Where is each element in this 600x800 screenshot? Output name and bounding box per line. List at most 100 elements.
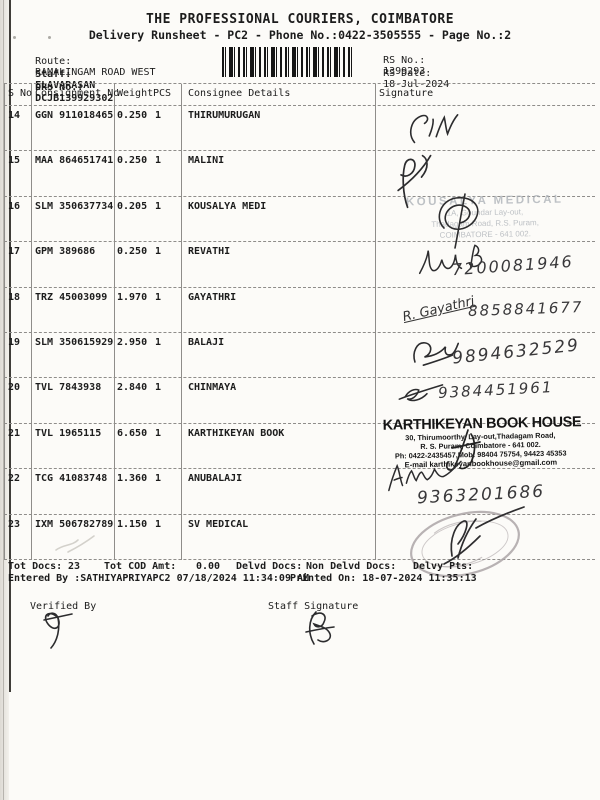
cell-weight: 1.970 bbox=[117, 291, 148, 303]
tot-cod-value: 0.00 bbox=[196, 561, 221, 572]
cell-weight: 0.250 bbox=[117, 110, 148, 121]
rs-date-value: 18-Jul-2024 bbox=[383, 79, 450, 90]
company-title: THE PROFESSIONAL COURIERS, COIMBATORE bbox=[145, 12, 455, 27]
consignment-table: S No Consignment No Weight PCS Consignee… bbox=[4, 83, 595, 560]
cell-consignee: GAYATHRI bbox=[188, 291, 237, 303]
cell-consignee: KOUSALYA MEDI bbox=[188, 200, 267, 212]
rs-no-label: RS No.: bbox=[383, 55, 426, 66]
verified-by-signature bbox=[36, 606, 76, 651]
table-row: 16 SLM 350637734 0.205 1 KOUSALYA MEDI bbox=[4, 197, 595, 243]
cell-weight: 0.205 bbox=[117, 200, 148, 212]
cell-s-no: 17 bbox=[8, 246, 21, 258]
rs-no-value: 1399293 bbox=[383, 66, 426, 77]
drs-value: DCJB139929302 bbox=[35, 93, 114, 104]
table-row: 14 GGN 911018465 0.250 1 THIRUMURUGAN bbox=[4, 106, 595, 152]
table-border bbox=[4, 84, 5, 560]
cell-weight: 0.250 bbox=[117, 246, 148, 258]
table-row: 19 SLM 350615929 2.950 1 BALAJI bbox=[4, 333, 595, 379]
cell-pcs: 1 bbox=[155, 200, 162, 212]
oval-seal-stamp bbox=[404, 506, 526, 582]
cell-weight: 0.250 bbox=[117, 155, 148, 167]
cell-weight: 2.950 bbox=[117, 336, 148, 348]
scan-edge-line bbox=[9, 0, 11, 692]
rs-barcode bbox=[222, 47, 352, 77]
col-header-consignment-no: Consignment No bbox=[35, 88, 120, 99]
cell-consignee: THIRUMURUGAN bbox=[188, 110, 261, 121]
cell-consignment-no: IXM 506782789 bbox=[35, 518, 114, 530]
signature-scribble-row16 bbox=[424, 188, 494, 252]
cell-consignee: MALINI bbox=[188, 155, 225, 167]
delvd-docs-label: Delvd Docs: bbox=[236, 561, 303, 572]
col-header-signature: Signature bbox=[379, 88, 434, 99]
drs-label: DRS No.: bbox=[35, 82, 84, 93]
cell-s-no: 16 bbox=[8, 200, 21, 212]
signature-scribble-row14 bbox=[400, 105, 460, 153]
cell-s-no: 18 bbox=[8, 291, 21, 303]
table-row: 21 TVL 1965115 6.650 1 KARTHIKEYAN BOOK bbox=[4, 424, 595, 470]
col-header-s-no: S No bbox=[8, 88, 33, 99]
cell-weight: 2.840 bbox=[117, 382, 148, 394]
tot-docs-label: Tot Docs: bbox=[8, 561, 63, 572]
staff-value: ELAVARASAN bbox=[35, 80, 96, 91]
table-row: 18 TRZ 45003099 1.970 1 GAYATHRI bbox=[4, 288, 595, 333]
signature-scribble-row22 bbox=[383, 457, 465, 496]
cell-pcs: 1 bbox=[155, 518, 162, 530]
signature-scribble-row19 bbox=[406, 333, 461, 370]
cell-consignment-no: SLM 350615929 bbox=[35, 336, 114, 348]
cell-pcs: 1 bbox=[155, 427, 162, 439]
cell-s-no: 19 bbox=[8, 336, 21, 348]
tot-docs-value: 23 bbox=[68, 561, 81, 572]
table-border bbox=[375, 84, 376, 560]
cell-weight: 1.150 bbox=[117, 518, 148, 530]
cell-consignment-no: SLM 350637734 bbox=[35, 200, 114, 212]
cell-s-no: 21 bbox=[8, 427, 21, 439]
scan-speck bbox=[13, 36, 16, 39]
cell-consignee: KARTHIKEYAN BOOK bbox=[188, 427, 285, 439]
tot-cod-label: Tot COD Amt: bbox=[104, 561, 177, 572]
scan-speck bbox=[48, 36, 51, 39]
cell-consignment-no: TVL 1965115 bbox=[35, 427, 102, 439]
cell-pcs: 1 bbox=[155, 110, 162, 121]
table-row: 23 IXM 506782789 1.150 1 SV MEDICAL bbox=[4, 515, 595, 560]
entered-by-text: Entered By :SATHIYAPRIYAPC2 07/18/2024 1… bbox=[8, 573, 310, 584]
cell-weight: 6.650 bbox=[117, 427, 148, 439]
cell-s-no: 20 bbox=[8, 382, 21, 394]
cell-s-no: 23 bbox=[8, 518, 21, 530]
col-header-pcs: PCS bbox=[153, 88, 172, 99]
col-header-consignee: Consignee Details bbox=[188, 88, 291, 99]
cell-pcs: 1 bbox=[155, 246, 162, 258]
table-border bbox=[181, 84, 182, 560]
cell-consignment-no: GGN 911018465 bbox=[35, 110, 114, 121]
staff-signature-label: Staff Signature bbox=[268, 601, 359, 612]
signature-scribble-row15 bbox=[388, 149, 442, 213]
cell-s-no: 15 bbox=[8, 155, 21, 167]
cell-weight: 1.360 bbox=[117, 473, 148, 485]
table-header-row: S No Consignment No Weight PCS Consignee… bbox=[4, 84, 595, 106]
table-border bbox=[114, 84, 115, 560]
rs-date-label: RS Date: bbox=[383, 68, 432, 79]
route-label: Route: bbox=[35, 56, 72, 67]
cell-pcs: 1 bbox=[155, 155, 162, 167]
cell-consignee: BALAJI bbox=[188, 336, 225, 348]
signature-scribble-row20 bbox=[396, 381, 445, 407]
signature-scribble-row17 bbox=[413, 240, 491, 283]
delvy-pts-label: Delvy Pts: bbox=[413, 561, 474, 572]
cell-consignee: ANUBALAJI bbox=[188, 473, 243, 485]
non-delvd-docs-label: Non Delvd Docs: bbox=[306, 561, 397, 572]
cell-pcs: 1 bbox=[155, 382, 162, 394]
cell-consignment-no: GPM 389686 bbox=[35, 246, 96, 258]
cell-consignee: SV MEDICAL bbox=[188, 518, 249, 530]
verified-by-label: Verified By bbox=[30, 601, 97, 612]
table-row: 15 MAA 864651741 0.250 1 MALINI bbox=[4, 151, 595, 197]
cell-consignee: REVATHI bbox=[188, 246, 231, 258]
cell-consignment-no: TRZ 45003099 bbox=[35, 291, 108, 303]
col-header-weight: Weight bbox=[117, 88, 154, 99]
cell-pcs: 1 bbox=[155, 336, 162, 348]
cell-s-no: 14 bbox=[8, 110, 21, 121]
scan-edge-line bbox=[3, 0, 4, 800]
table-row: 20 TVL 7843938 2.840 1 CHINMAYA bbox=[4, 378, 595, 424]
staff-label: Staff: bbox=[35, 69, 72, 80]
cell-s-no: 22 bbox=[8, 473, 21, 485]
pencil-mark bbox=[52, 532, 98, 554]
